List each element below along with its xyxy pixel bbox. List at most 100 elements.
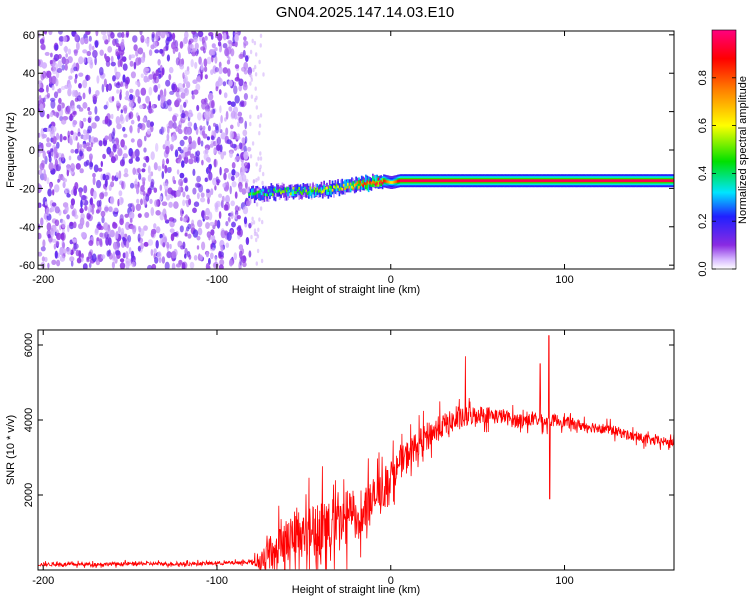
noise-speckle [104,178,108,188]
ridge-cell [412,179,414,183]
noise-speckle [46,177,50,185]
noise-speckle [144,200,147,205]
noise-speckle [47,188,52,197]
ridge-cell [670,179,673,183]
noise-speckle [179,139,185,147]
noise-speckle [184,87,190,96]
noise-speckle [217,41,222,47]
noise-speckle [191,140,197,150]
ridge-cell [291,190,294,197]
ridge-cell [370,181,373,185]
noise-speckle [225,195,230,204]
noise-speckle [137,245,141,252]
ridge-cell [287,187,289,190]
noise-speckle [258,123,262,128]
noise-speckle [137,213,142,219]
noise-speckle [84,205,88,211]
ridge-cell [608,179,610,183]
noise-speckle [235,156,241,161]
noise-speckle [110,156,116,164]
noise-speckle [196,192,200,200]
noise-speckle [204,66,208,73]
noise-speckle [149,198,153,204]
ridge-cell [374,174,377,184]
colorbar: 0.0 0.2 0.4 0.6 0.8 Normalized spectral ampl… [697,29,749,277]
noise-speckle [58,97,62,104]
noise-speckle [150,178,155,187]
noise-speckle [161,201,168,206]
ridge-cell [459,179,462,183]
ridge-cell [502,179,505,183]
snr-line [38,335,674,570]
ridge-cell [595,179,598,183]
noise-speckle [216,181,220,186]
ridge-cell [330,185,332,189]
noise-speckle [78,250,82,259]
noise-speckle [108,206,113,213]
noise-speckle [82,49,88,54]
ridge-cell [380,180,382,186]
noise-speckle [214,55,218,64]
noise-speckle [104,204,109,214]
ridge-cell [251,189,253,195]
ridge-cell [480,179,483,183]
ridge-cell [372,181,374,187]
noise-speckle [253,231,257,237]
noise-speckle [48,162,54,171]
noise-speckle [78,72,84,77]
ridge-cell [633,179,635,183]
ridge-cell [516,179,519,183]
ridge-cell [299,190,302,194]
ridge-cell [356,181,359,185]
noise-speckle [83,37,89,44]
noise-speckle [87,107,91,112]
noise-speckle [151,263,157,269]
ridge-cell [570,179,573,183]
ridge-cell [417,179,420,183]
noise-speckle [46,222,52,231]
noise-speckle [230,124,234,130]
noise-speckle [92,176,96,186]
noise-speckle [95,90,100,96]
noise-speckle [66,193,71,198]
noise-speckle [259,43,262,48]
noise-speckle [194,151,198,157]
ridge-cell [302,189,305,193]
ridge-cell [271,187,274,193]
noise-speckle [96,200,101,208]
noise-speckle [50,97,56,102]
ridge-cell [641,179,644,183]
y-tick-label: -40 [19,222,35,234]
noise-speckle [250,221,254,226]
noise-speckle [160,94,166,104]
snr-panel: -200 -100 0 100 2000 4000 6000 Height of stra… [5,329,675,596]
noise-speckle [169,243,172,250]
noise-speckle [149,185,155,191]
noise-speckle [193,122,197,131]
noise-speckle [254,72,258,77]
noise-speckle [49,59,53,65]
noise-speckle [77,131,81,137]
noise-speckle [147,264,153,269]
ridge-cell [262,190,264,197]
ridge-cell [398,179,401,183]
noise-speckle [157,165,162,172]
ridge-cell [508,179,510,183]
ridge-cell [430,179,433,183]
noise-speckle [132,35,138,43]
ridge-cell [251,192,253,196]
ridge-cell [323,189,325,192]
noise-speckle [88,86,92,95]
noise-speckle [100,160,104,168]
ridge-cell [372,180,374,184]
noise-speckle [171,41,176,50]
noise-speckle [243,100,247,106]
ridge-cell [569,179,572,183]
ridge-cell [563,179,566,183]
noise-speckle [169,167,172,172]
y-tick-label: 20 [23,107,35,119]
noise-speckle [53,91,59,99]
ridge-cell [490,179,492,183]
noise-speckle [130,54,136,59]
noise-speckle [161,256,166,264]
